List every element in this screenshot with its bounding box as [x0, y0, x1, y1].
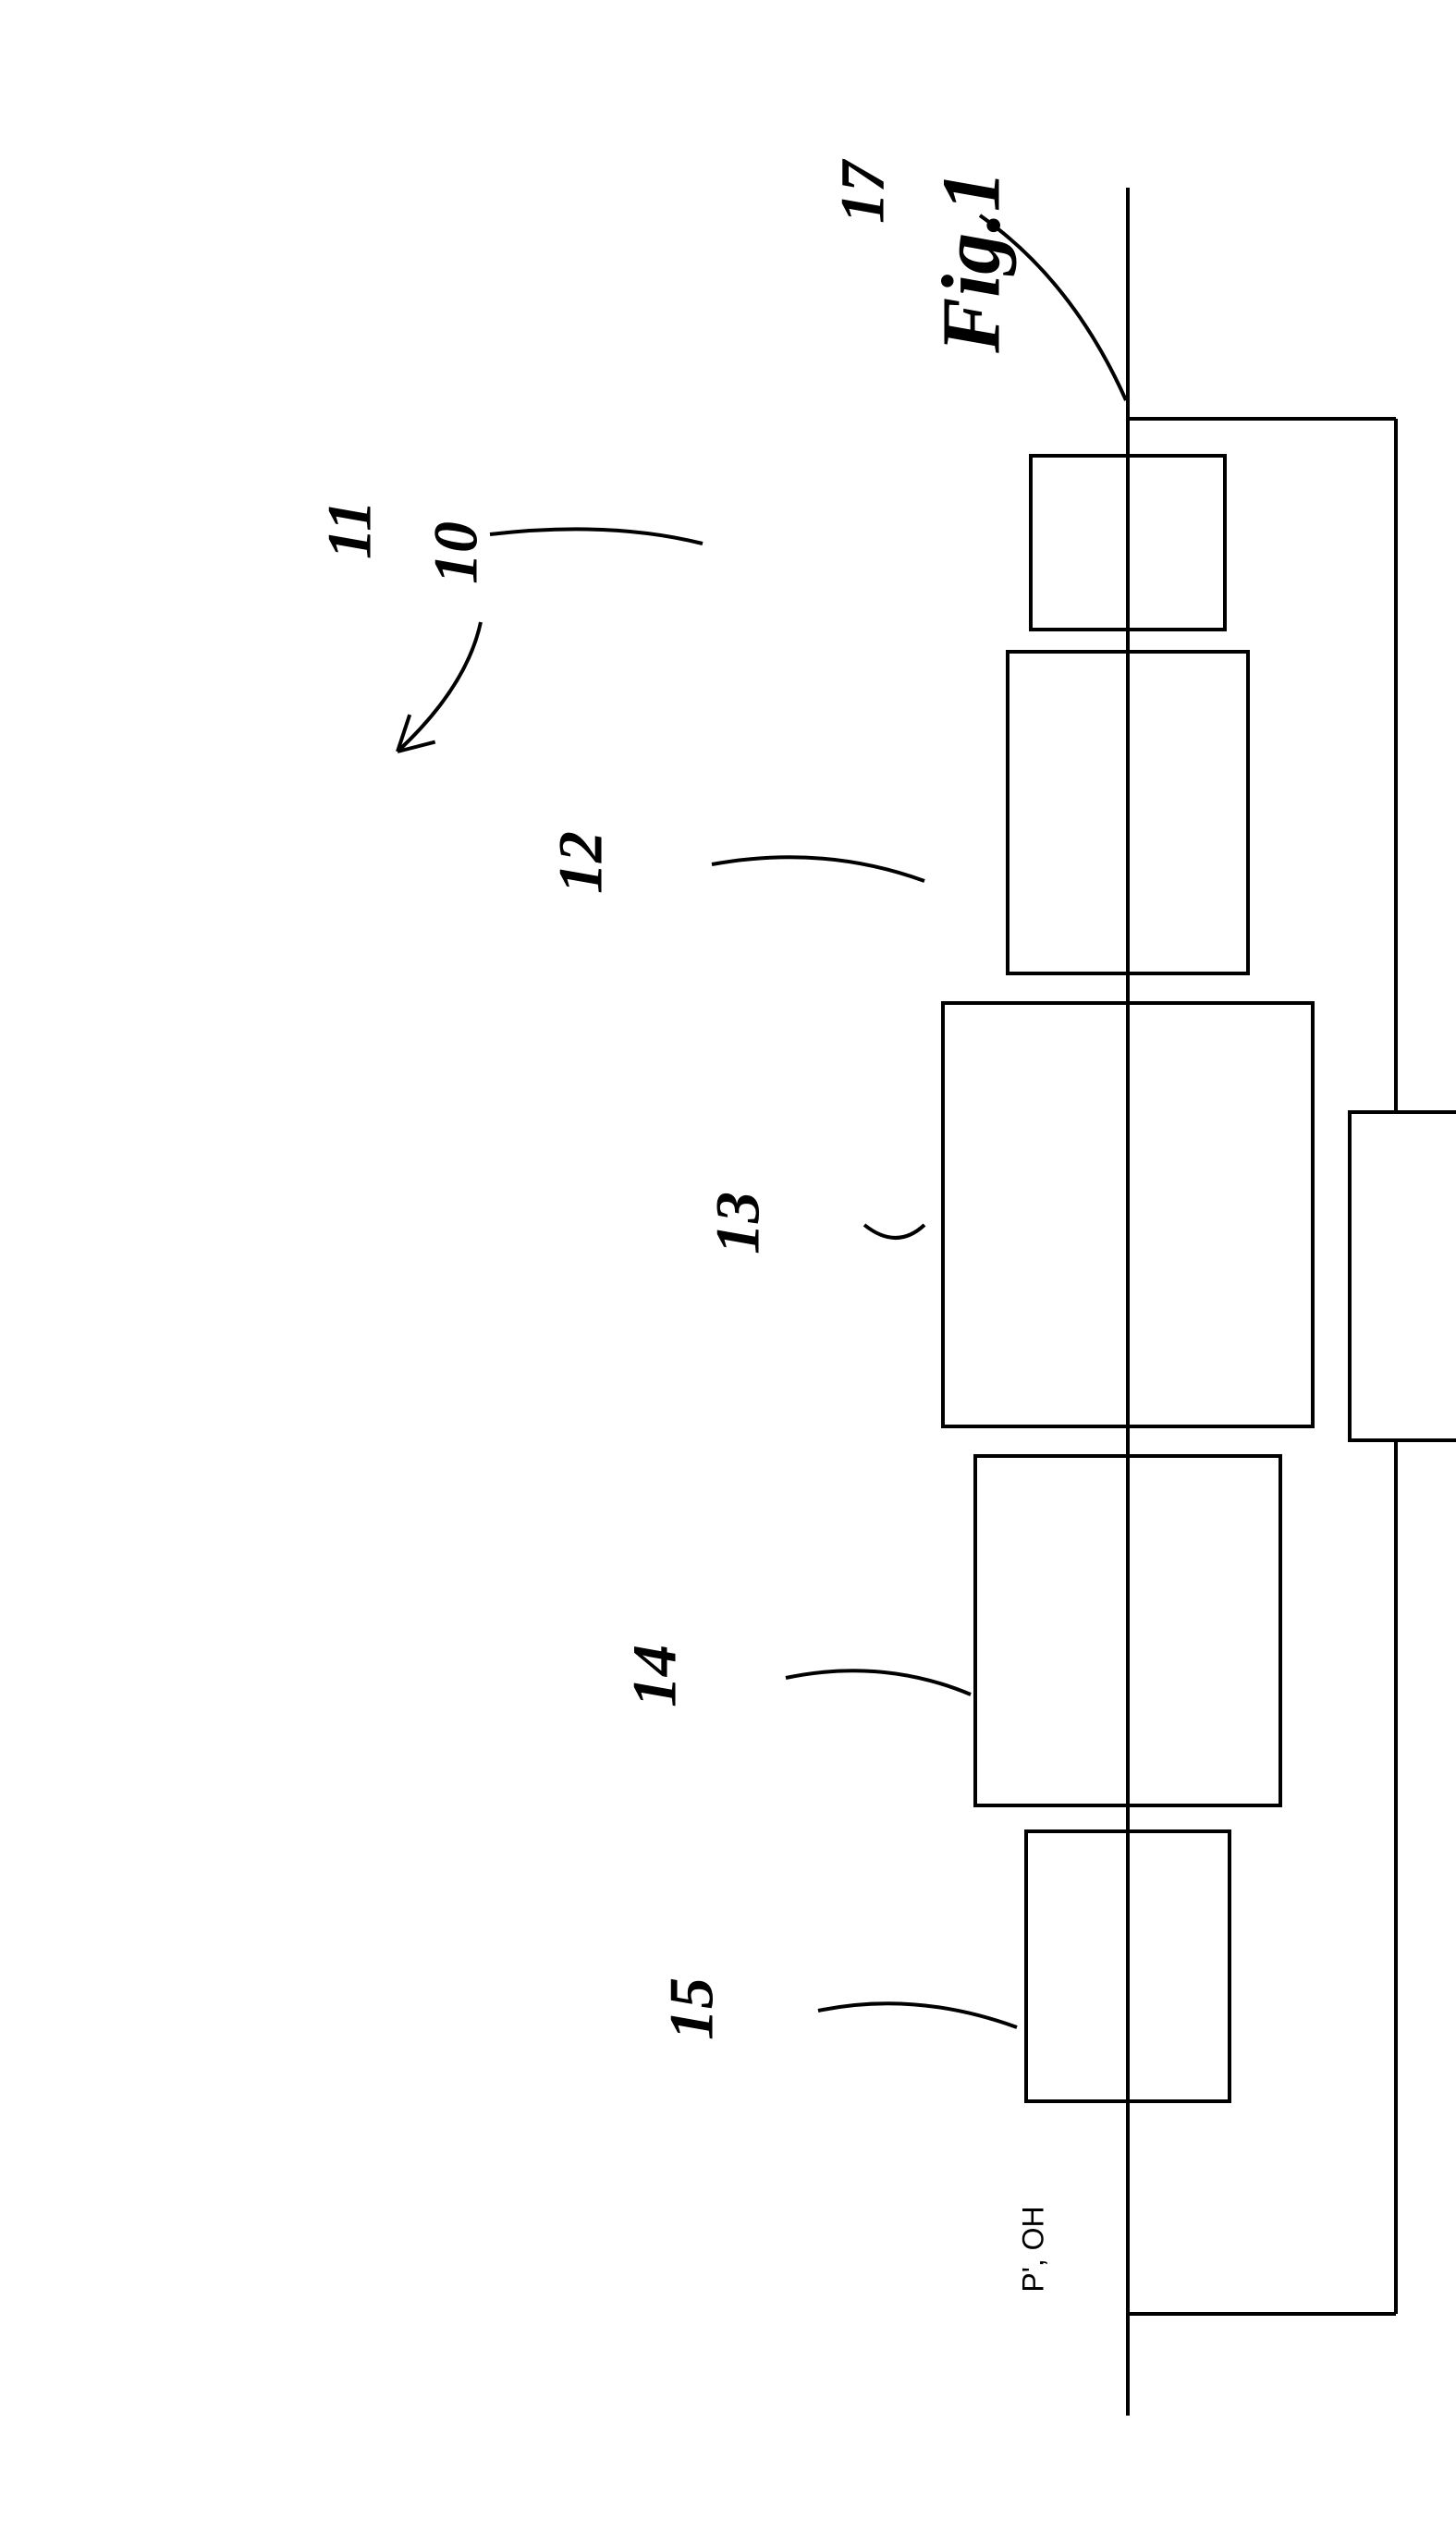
svg-text:P', OH: P', OH: [1016, 2206, 1049, 2292]
svg-text:12: 12: [545, 831, 616, 894]
svg-text:Fig.1: Fig.1: [926, 170, 1018, 354]
svg-text:11: 11: [314, 500, 385, 559]
block-diagram: P', OH1112131415161710Fig.1: [0, 0, 1456, 2545]
svg-text:14: 14: [619, 1645, 690, 1707]
svg-text:17: 17: [827, 158, 898, 224]
svg-text:13: 13: [703, 1192, 773, 1254]
svg-text:15: 15: [656, 1977, 727, 2040]
svg-text:10: 10: [421, 521, 491, 584]
